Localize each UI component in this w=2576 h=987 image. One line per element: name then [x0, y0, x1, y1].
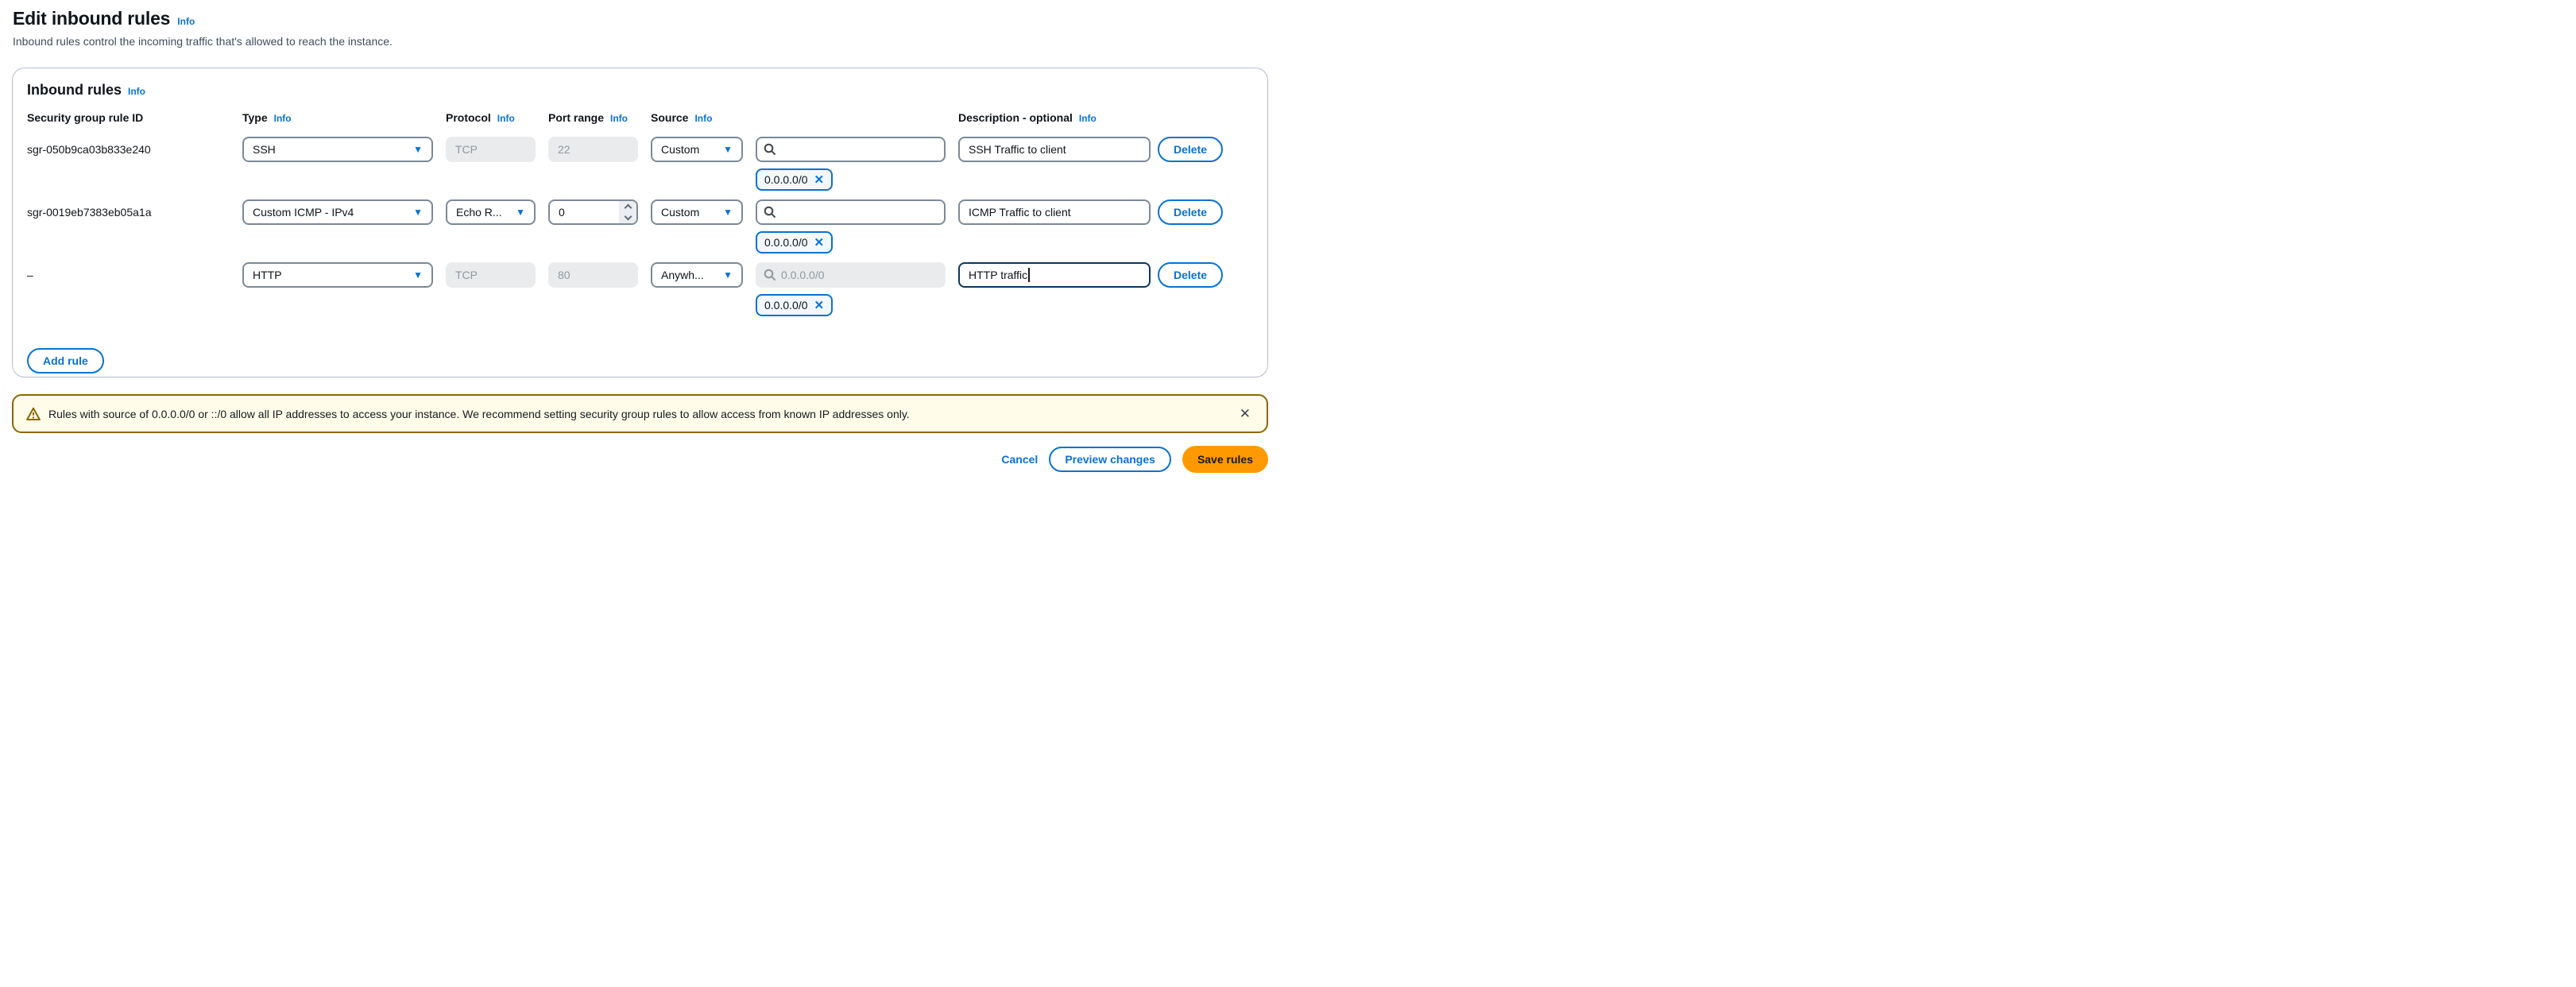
description-input-focused[interactable]: HTTP traffic [958, 262, 1151, 288]
chevron-down-icon: ▼ [723, 144, 733, 155]
page-title-info-link[interactable]: Info [177, 16, 195, 27]
save-rules-button[interactable]: Save rules [1182, 446, 1268, 473]
chevron-down-icon: ▼ [413, 269, 423, 281]
source-select[interactable]: Anywh... ▼ [651, 262, 743, 288]
add-rule-button[interactable]: Add rule [27, 348, 104, 374]
chevron-down-icon: ▼ [723, 207, 733, 218]
source-select[interactable]: Custom ▼ [651, 199, 743, 225]
page-subtitle: Inbound rules control the incoming traff… [13, 35, 393, 48]
type-info-link[interactable]: Info [273, 113, 292, 124]
source-info-link[interactable]: Info [694, 113, 713, 124]
source-cidr-tag: 0.0.0.0/0 ✕ [756, 231, 834, 254]
description-input[interactable] [958, 137, 1151, 162]
type-select[interactable]: Custom ICMP - IPv4 ▼ [242, 199, 433, 225]
warning-icon [26, 407, 41, 421]
footer-actions: Cancel Preview changes Save rules [12, 446, 1268, 473]
search-icon [764, 206, 776, 219]
delete-rule-button[interactable]: Delete [1158, 262, 1224, 288]
column-header-row: Security group rule ID Type Info Protoco… [27, 111, 1267, 124]
edit-inbound-rules-page: Edit inbound rules Info Inbound rules co… [0, 0, 1288, 494]
chevron-down-icon: ▼ [723, 269, 733, 281]
type-select[interactable]: SSH ▼ [242, 137, 433, 162]
rule-row-ssh: sgr-050b9ca03b833e240 SSH ▼ TCP 22 Custo… [27, 137, 1267, 191]
protocol-field-disabled: TCP [446, 137, 536, 162]
page-title: Edit inbound rules [13, 8, 171, 29]
column-header-rule-id: Security group rule ID [27, 111, 144, 124]
rule-id-text: sgr-050b9ca03b833e240 [27, 143, 151, 156]
remove-tag-icon[interactable]: ✕ [814, 298, 825, 312]
page-header: Edit inbound rules Info Inbound rules co… [13, 8, 393, 48]
column-header-port-range: Port range Info [548, 111, 629, 124]
search-icon [764, 269, 776, 281]
stepper-down-icon[interactable] [624, 212, 632, 221]
protocol-field-disabled: TCP [446, 262, 536, 288]
column-header-type: Type Info [242, 111, 292, 124]
source-search-box-disabled [756, 262, 946, 288]
description-info-link[interactable]: Info [1078, 113, 1097, 124]
source-search-box[interactable] [756, 199, 946, 225]
inbound-rules-panel: Inbound rules Info Security group rule I… [12, 68, 1268, 377]
stepper-up-icon[interactable] [624, 203, 632, 212]
source-search-input[interactable] [781, 143, 938, 156]
source-search-input-disabled [781, 269, 938, 281]
preview-changes-button[interactable]: Preview changes [1049, 447, 1171, 472]
port-range-field-disabled: 22 [548, 137, 638, 162]
close-icon[interactable]: ✕ [1236, 404, 1254, 424]
warning-text: Rules with source of 0.0.0.0/0 or ::/0 a… [48, 407, 910, 420]
source-select[interactable]: Custom ▼ [651, 137, 743, 162]
chevron-down-icon: ▼ [413, 207, 423, 218]
rule-id-text: sgr-0019eb7383eb05a1a [27, 206, 152, 219]
source-search-box[interactable] [756, 137, 946, 162]
column-header-protocol: Protocol Info [446, 111, 515, 124]
protocol-info-link[interactable]: Info [497, 113, 515, 124]
panel-title: Inbound rules [27, 82, 122, 98]
cancel-button[interactable]: Cancel [1001, 453, 1039, 466]
delete-rule-button[interactable]: Delete [1158, 199, 1224, 225]
remove-tag-icon[interactable]: ✕ [814, 235, 825, 250]
rule-id-text: – [27, 269, 33, 281]
chevron-down-icon: ▼ [516, 207, 525, 218]
protocol-select[interactable]: Echo R... ▼ [446, 199, 536, 225]
type-select[interactable]: HTTP ▼ [242, 262, 433, 288]
chevron-down-icon: ▼ [413, 144, 423, 155]
delete-rule-button[interactable]: Delete [1158, 137, 1224, 162]
port-range-number-input[interactable]: 0 [548, 199, 638, 225]
rule-row-icmp: sgr-0019eb7383eb05a1a Custom ICMP - IPv4… [27, 199, 1267, 254]
source-cidr-tag: 0.0.0.0/0 ✕ [756, 168, 834, 191]
description-input[interactable] [958, 199, 1151, 225]
column-header-source: Source Info [651, 111, 713, 124]
number-stepper[interactable] [619, 201, 636, 223]
text-cursor [1028, 268, 1031, 282]
remove-tag-icon[interactable]: ✕ [814, 172, 825, 187]
search-icon [764, 143, 776, 156]
rule-row-http: – HTTP ▼ TCP 80 Anywh... ▼ [27, 262, 1267, 316]
column-header-description: Description - optional Info [958, 111, 1097, 124]
warning-banner: Rules with source of 0.0.0.0/0 or ::/0 a… [12, 394, 1268, 433]
source-search-input[interactable] [781, 206, 938, 219]
port-range-info-link[interactable]: Info [610, 113, 629, 124]
source-cidr-tag: 0.0.0.0/0 ✕ [756, 294, 834, 316]
port-range-field-disabled: 80 [548, 262, 638, 288]
panel-title-info-link[interactable]: Info [128, 86, 145, 97]
